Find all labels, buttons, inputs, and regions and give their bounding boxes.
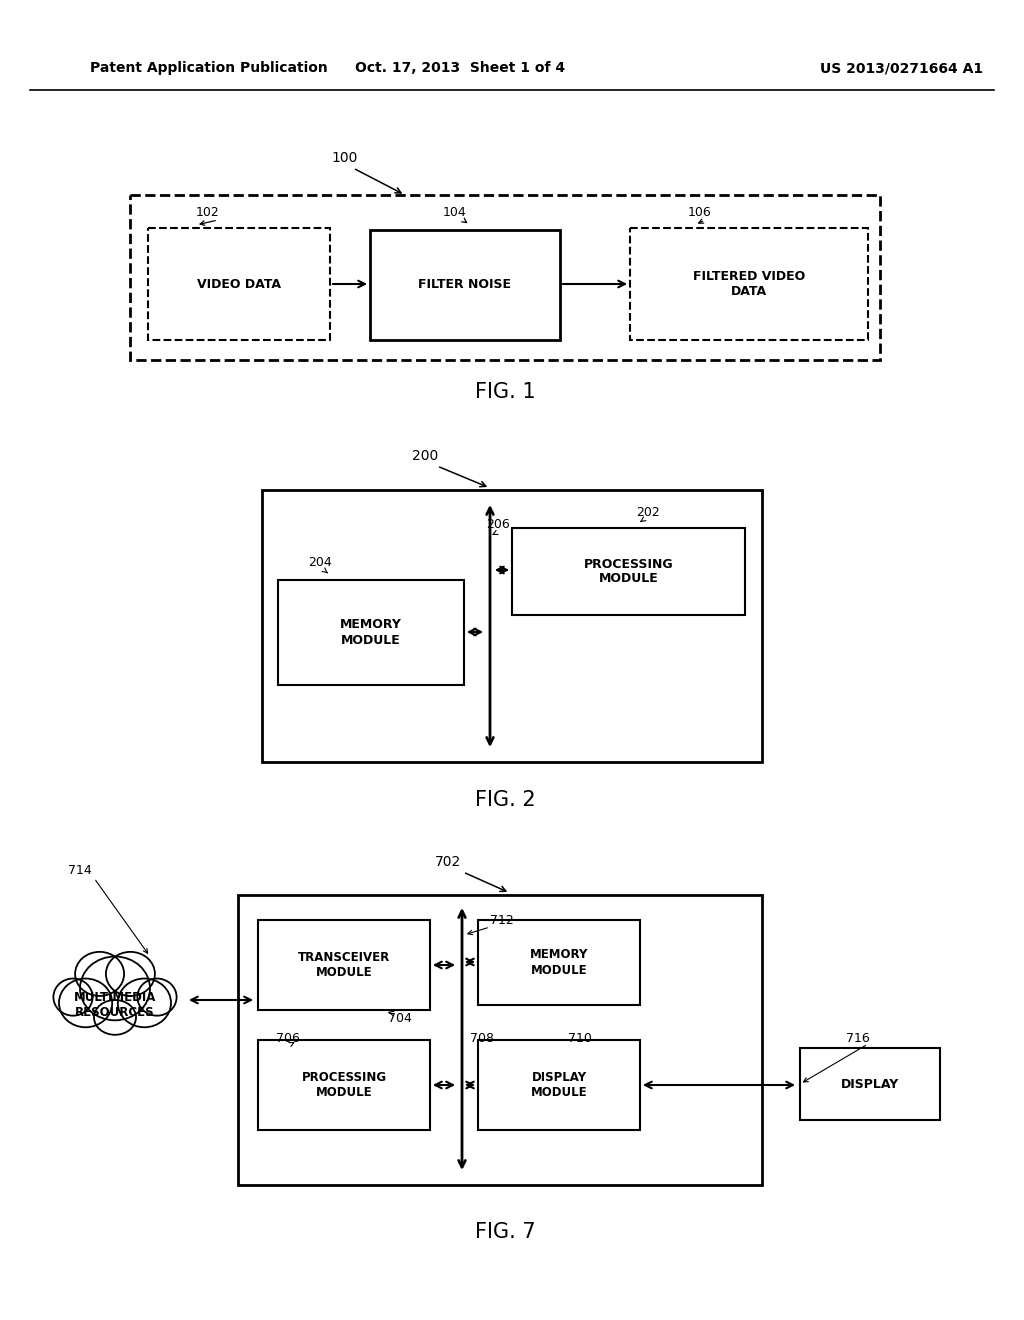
Text: 704: 704 bbox=[388, 1011, 412, 1024]
Bar bbox=[130, 195, 880, 360]
Ellipse shape bbox=[94, 1001, 136, 1035]
Bar bbox=[258, 920, 430, 1010]
Text: Oct. 17, 2013  Sheet 1 of 4: Oct. 17, 2013 Sheet 1 of 4 bbox=[355, 61, 565, 75]
Text: FILTER NOISE: FILTER NOISE bbox=[419, 279, 512, 292]
Bar bbox=[478, 920, 640, 1005]
Text: PROCESSING
MODULE: PROCESSING MODULE bbox=[584, 557, 674, 586]
Bar bbox=[148, 228, 330, 341]
Ellipse shape bbox=[59, 978, 113, 1027]
Bar bbox=[512, 528, 745, 615]
Text: 706: 706 bbox=[276, 1031, 300, 1044]
Text: MEMORY
MODULE: MEMORY MODULE bbox=[529, 949, 588, 977]
Text: 102: 102 bbox=[197, 206, 220, 219]
Bar bbox=[370, 230, 560, 341]
Text: 106: 106 bbox=[688, 206, 712, 219]
Text: 200: 200 bbox=[412, 449, 438, 463]
Text: US 2013/0271664 A1: US 2013/0271664 A1 bbox=[820, 61, 983, 75]
Text: 710: 710 bbox=[568, 1031, 592, 1044]
Bar bbox=[630, 228, 868, 341]
Text: MEMORY
MODULE: MEMORY MODULE bbox=[340, 619, 402, 647]
Bar bbox=[478, 1040, 640, 1130]
Text: 204: 204 bbox=[308, 557, 332, 569]
Bar bbox=[800, 1048, 940, 1119]
Text: FIG. 2: FIG. 2 bbox=[475, 789, 536, 810]
Bar bbox=[238, 895, 762, 1185]
Text: FIG. 1: FIG. 1 bbox=[475, 381, 536, 403]
Text: DISPLAY
MODULE: DISPLAY MODULE bbox=[530, 1071, 588, 1100]
Text: MULTIMEDIA
RESOURCES: MULTIMEDIA RESOURCES bbox=[74, 991, 157, 1019]
Text: VIDEO DATA: VIDEO DATA bbox=[197, 277, 281, 290]
Text: 716: 716 bbox=[846, 1031, 869, 1044]
Text: FIG. 7: FIG. 7 bbox=[475, 1222, 536, 1242]
Text: 104: 104 bbox=[443, 206, 467, 219]
Ellipse shape bbox=[118, 978, 171, 1027]
Bar bbox=[262, 490, 762, 762]
Ellipse shape bbox=[105, 952, 155, 995]
Text: DISPLAY: DISPLAY bbox=[841, 1077, 899, 1090]
Text: 714: 714 bbox=[69, 863, 92, 876]
Text: FILTERED VIDEO
DATA: FILTERED VIDEO DATA bbox=[693, 271, 805, 298]
Text: 100: 100 bbox=[332, 150, 358, 165]
Text: 702: 702 bbox=[435, 855, 461, 869]
Text: 206: 206 bbox=[486, 519, 510, 532]
Bar bbox=[278, 579, 464, 685]
Text: 708: 708 bbox=[470, 1031, 494, 1044]
Ellipse shape bbox=[80, 957, 150, 1020]
Text: 712: 712 bbox=[490, 913, 514, 927]
Text: PROCESSING
MODULE: PROCESSING MODULE bbox=[301, 1071, 387, 1100]
Text: 202: 202 bbox=[636, 506, 659, 519]
Ellipse shape bbox=[75, 952, 124, 995]
Bar bbox=[258, 1040, 430, 1130]
Ellipse shape bbox=[137, 978, 176, 1015]
Text: Patent Application Publication: Patent Application Publication bbox=[90, 61, 328, 75]
Ellipse shape bbox=[53, 978, 92, 1015]
Text: TRANSCEIVER
MODULE: TRANSCEIVER MODULE bbox=[298, 950, 390, 979]
